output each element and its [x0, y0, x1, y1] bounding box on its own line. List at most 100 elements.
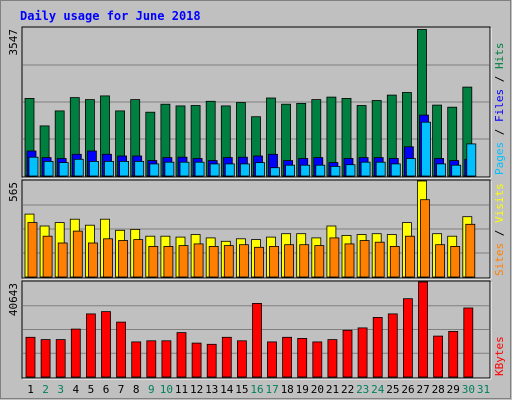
bar-kbytes-day-10 [161, 340, 172, 378]
bar-kbytes-day-14 [221, 336, 232, 378]
bar-sites-day-15 [238, 244, 249, 278]
bar-kbytes-day-9 [146, 340, 157, 378]
x-tick-label-day-23: 23 [356, 383, 369, 396]
bar-kbytes-day-15 [236, 340, 247, 378]
bar-pages-day-22 [345, 164, 356, 177]
bar-pages-day-15 [239, 163, 250, 177]
bar-kbytes-day-7 [116, 321, 126, 378]
bar-pages-day-24 [375, 161, 386, 177]
legend-hits: Hits [493, 43, 506, 70]
panel-max-label: 3547 [7, 29, 20, 56]
legend-files: Files [493, 89, 506, 122]
x-tick-label-day-2: 2 [42, 383, 49, 396]
bar-pages-day-28 [436, 163, 447, 177]
bar-pages-day-14 [224, 163, 235, 177]
bar-sites-day-27 [420, 199, 430, 278]
bar-pages-day-18 [285, 164, 296, 177]
bar-sites-day-16 [254, 246, 264, 278]
bar-pages-day-12 [194, 161, 205, 177]
panels: 3547 Pages / Files / Hits 565 Sites / Visit… [7, 26, 506, 380]
bar-kbytes-day-1 [25, 336, 36, 378]
bar-kbytes-day-22 [342, 329, 353, 378]
bar-sites-day-19 [299, 244, 310, 278]
bar-sites-day-20 [314, 245, 325, 278]
bar-kbytes-day-17 [267, 341, 277, 378]
panel-legend: Sites / Visits [493, 183, 506, 276]
bar-pages-day-1 [28, 156, 39, 177]
bar-kbytes-day-6 [101, 311, 111, 378]
bar-pages-day-17 [270, 167, 280, 177]
bar-sites-day-7 [118, 240, 128, 278]
bar-pages-day-27 [421, 121, 431, 177]
x-tick-label-day-13: 13 [205, 383, 218, 396]
bar-kbytes-day-5 [86, 313, 96, 378]
x-tick-label-day-17: 17 [265, 383, 278, 396]
x-tick-label-day-14: 14 [220, 383, 234, 396]
bar-kbytes-day-18 [282, 336, 293, 378]
bar-pages-day-3 [58, 162, 69, 177]
bar-pages-day-23 [360, 161, 371, 177]
bar-sites-day-8 [133, 239, 144, 278]
panel-max-label: 40643 [7, 283, 20, 316]
x-tick-label-day-15: 15 [235, 383, 248, 396]
bar-sites-day-9 [148, 245, 159, 278]
x-tick-label-day-7: 7 [118, 383, 125, 396]
bar-kbytes-day-24 [372, 316, 383, 378]
x-tick-label-day-26: 26 [401, 383, 414, 396]
legend-pages: Pages [493, 142, 506, 175]
bar-pages-day-25 [390, 163, 401, 177]
x-tick-label-day-21: 21 [326, 383, 339, 396]
panel-max-label: 565 [7, 182, 20, 202]
bar-kbytes-day-2 [40, 339, 51, 378]
bar-kbytes-day-25 [387, 313, 398, 378]
bar-pages-day-19 [300, 164, 311, 177]
bar-sites-day-18 [284, 244, 295, 278]
bar-sites-day-30 [465, 223, 476, 278]
x-tick-label-day-18: 18 [281, 383, 294, 396]
panel-2: 565 Sites / Visits [7, 179, 506, 280]
x-tick-label-day-28: 28 [432, 383, 445, 396]
x-tick-label-day-24: 24 [371, 383, 385, 396]
legend-separator: / [493, 223, 506, 243]
bar-kbytes-day-29 [448, 330, 459, 378]
panel-legend: Pages / Files / Hits [493, 43, 506, 176]
bar-pages-day-16 [255, 162, 265, 177]
bar-kbytes-day-4 [70, 328, 81, 378]
bar-sites-day-2 [42, 235, 53, 278]
bar-pages-day-21 [330, 165, 341, 177]
bar-pages-day-9 [149, 163, 160, 177]
x-tick-label-day-31: 31 [477, 383, 490, 396]
x-tick-label-day-6: 6 [103, 383, 110, 396]
chart-title: Daily usage for June 2018 [20, 9, 201, 23]
bar-sites-day-10 [163, 245, 174, 278]
x-tick-label-day-1: 1 [27, 383, 34, 396]
bar-sites-day-21 [329, 237, 340, 278]
legend-sites: Sites [493, 243, 506, 276]
bar-sites-day-6 [103, 238, 113, 278]
bar-kbytes-day-21 [327, 339, 338, 378]
legend-separator: / [493, 122, 506, 142]
x-tick-label-day-20: 20 [311, 383, 324, 396]
x-tick-label-day-9: 9 [148, 383, 155, 396]
bar-pages-day-7 [119, 160, 129, 177]
bar-kbytes-day-11 [176, 332, 187, 378]
bar-sites-day-22 [344, 243, 355, 278]
x-tick-label-day-10: 10 [160, 383, 173, 396]
bar-sites-day-1 [27, 222, 38, 278]
bar-sites-day-11 [178, 245, 189, 278]
x-tick-label-day-5: 5 [88, 383, 95, 396]
bar-pages-day-2 [43, 160, 54, 177]
bar-sites-day-5 [88, 242, 98, 278]
bar-sites-day-12 [193, 243, 204, 278]
bar-pages-day-11 [179, 161, 190, 177]
bar-pages-day-13 [209, 163, 220, 177]
x-tick-label-day-22: 22 [341, 383, 354, 396]
bar-kbytes-day-28 [433, 335, 444, 378]
bar-sites-day-3 [57, 242, 68, 278]
bar-sites-day-14 [223, 245, 234, 278]
x-tick-label-day-12: 12 [190, 383, 203, 396]
x-tick-label-day-4: 4 [72, 383, 79, 396]
x-axis-labels: 1 2 3 4 5 6 7 8 9 10 11 12 13 14 15 16 17 18 19 20 21 22 23 24 2… [27, 383, 490, 396]
bar-pages-day-10 [164, 161, 175, 177]
